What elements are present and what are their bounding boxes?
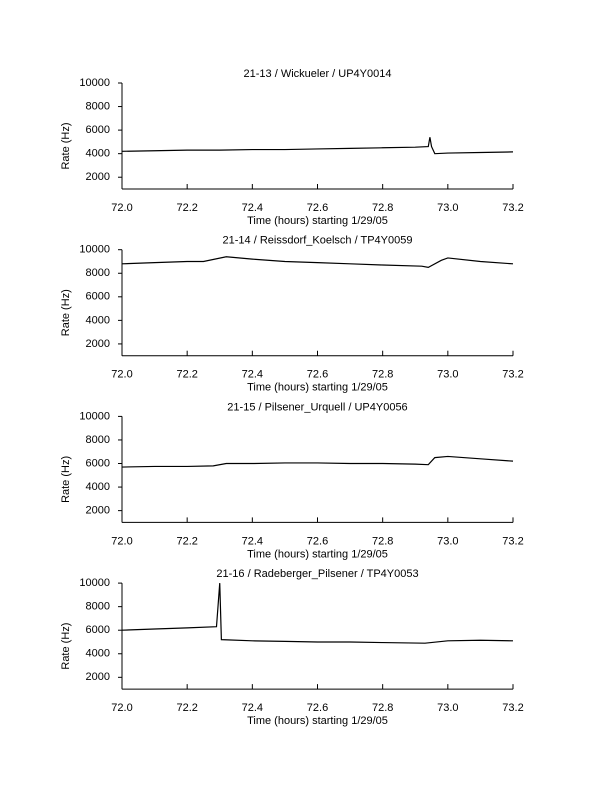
data-line (121, 455, 514, 468)
x-tick-label: 72.8 (372, 369, 393, 381)
y-tick-label: 4000 (86, 314, 110, 326)
x-axis-label: Time (hours) starting 1/29/05 (247, 715, 388, 727)
x-tick-label: 72.0 (111, 202, 132, 214)
y-tick-label: 4000 (86, 148, 110, 160)
y-axis-label: Rate (Hz) (60, 122, 72, 169)
chart-title: 21-13 / Wickueler / UP4Y0014 (244, 68, 392, 80)
y-axis-label: Rate (Hz) (60, 623, 72, 670)
y-tick-label: 8000 (86, 100, 110, 112)
y-tick-label: 8000 (86, 601, 110, 613)
x-tick-label: 72.6 (307, 535, 328, 547)
chart-title: 21-15 / Pilsener_Urquell / UP4Y0056 (227, 401, 407, 413)
data-line (121, 256, 514, 268)
y-tick-label: 6000 (86, 291, 110, 303)
x-tick-label: 73.0 (437, 202, 458, 214)
x-tick-label: 72.0 (111, 702, 132, 714)
x-tick-label: 73.0 (437, 702, 458, 714)
y-tick-label: 10000 (79, 77, 110, 89)
x-tick-label: 72.2 (176, 369, 197, 381)
x-axis-label: Time (hours) starting 1/29/05 (247, 548, 388, 560)
data-line (121, 583, 514, 644)
x-tick-label: 72.6 (307, 702, 328, 714)
x-tick-label: 73.2 (502, 202, 523, 214)
x-tick-label: 72.4 (242, 202, 263, 214)
y-axis-label: Rate (Hz) (60, 289, 72, 336)
x-tick-label: 72.0 (111, 535, 132, 547)
x-tick-label: 72.4 (242, 369, 263, 381)
data-line (121, 137, 514, 155)
x-tick-label: 72.0 (111, 369, 132, 381)
x-tick-label: 73.2 (502, 702, 523, 714)
x-tick-label: 73.2 (502, 369, 523, 381)
x-tick-label: 73.0 (437, 535, 458, 547)
x-tick-label: 72.8 (372, 702, 393, 714)
chart-title: 21-14 / Reissdorf_Koelsch / TP4Y0059 (223, 235, 413, 247)
x-tick-label: 72.4 (242, 702, 263, 714)
x-tick-label: 72.2 (176, 202, 197, 214)
y-tick-label: 2000 (86, 505, 110, 517)
x-tick-label: 72.8 (372, 202, 393, 214)
x-tick-label: 73.0 (437, 369, 458, 381)
y-tick-label: 6000 (86, 457, 110, 469)
y-tick-label: 10000 (79, 410, 110, 422)
x-axis-label: Time (hours) starting 1/29/05 (247, 215, 388, 227)
y-tick-label: 4000 (86, 648, 110, 660)
y-tick-label: 2000 (86, 671, 110, 683)
x-tick-label: 72.8 (372, 535, 393, 547)
y-tick-label: 8000 (86, 267, 110, 279)
chart-title: 21-16 / Radeberger_Pilsener / TP4Y0053 (216, 568, 418, 580)
y-tick-label: 2000 (86, 338, 110, 350)
x-tick-label: 72.2 (176, 702, 197, 714)
y-axis-label: Rate (Hz) (60, 456, 72, 503)
y-tick-label: 6000 (86, 124, 110, 136)
x-axis-label: Time (hours) starting 1/29/05 (247, 382, 388, 394)
y-tick-label: 8000 (86, 434, 110, 446)
x-tick-label: 73.2 (502, 535, 523, 547)
x-tick-label: 72.6 (307, 202, 328, 214)
y-tick-label: 2000 (86, 171, 110, 183)
y-tick-label: 10000 (79, 577, 110, 589)
y-tick-label: 6000 (86, 624, 110, 636)
x-tick-label: 72.2 (176, 535, 197, 547)
x-tick-label: 72.4 (242, 535, 263, 547)
y-tick-label: 4000 (86, 481, 110, 493)
x-tick-label: 72.6 (307, 369, 328, 381)
y-tick-label: 10000 (79, 244, 110, 256)
